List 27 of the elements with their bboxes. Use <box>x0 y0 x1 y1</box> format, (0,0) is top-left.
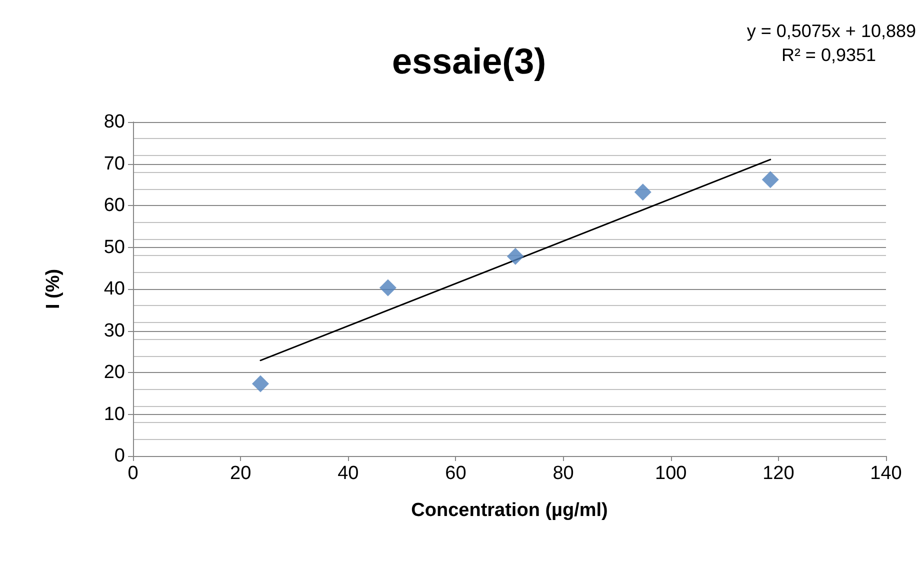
point <box>379 279 396 296</box>
x-tick-label: 80 <box>552 463 574 484</box>
y-tick-label: 60 <box>104 195 125 216</box>
chart-title: essaie(3) <box>392 40 546 82</box>
point <box>634 184 652 201</box>
y-tick-label: 40 <box>104 278 125 300</box>
x-tick-label: 40 <box>338 463 359 484</box>
y-tick-label: 10 <box>104 404 125 425</box>
y-tick-label: 0 <box>114 446 125 466</box>
text: y = 0,5075x + 10,889 <box>746 21 916 41</box>
text: R² = 0,9351 <box>781 45 876 65</box>
y-axis-title: I (%) <box>43 268 64 310</box>
point <box>762 171 779 188</box>
y-tick-label: 50 <box>104 236 125 258</box>
y-tick-label: 80 <box>104 112 125 132</box>
y-tick-label: 20 <box>104 362 125 383</box>
x-tick-label: 60 <box>445 463 466 484</box>
point <box>506 248 524 265</box>
x-tick-label: 0 <box>128 463 138 484</box>
y-tick-label: 30 <box>104 320 125 342</box>
y-tick-label: 70 <box>104 153 125 174</box>
x-axis-title: Concentration (µg/ml) <box>411 500 608 521</box>
x-tick-label: 120 <box>762 463 794 484</box>
point <box>252 375 269 392</box>
x-tick-label: 140 <box>870 463 902 484</box>
x-tick-label: 20 <box>230 463 252 484</box>
x-tick-label: 100 <box>655 463 687 484</box>
